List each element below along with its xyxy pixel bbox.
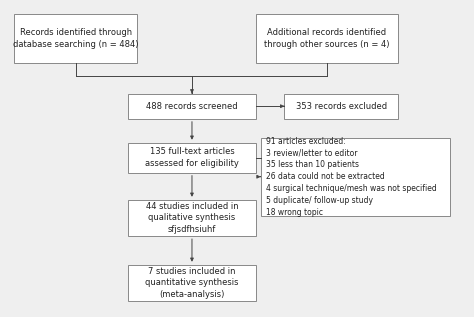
FancyBboxPatch shape xyxy=(128,265,256,301)
Text: Records identified through
database searching (n = 484): Records identified through database sear… xyxy=(13,29,138,49)
FancyBboxPatch shape xyxy=(284,94,398,119)
Text: 353 records excluded: 353 records excluded xyxy=(296,102,387,111)
FancyBboxPatch shape xyxy=(261,138,450,216)
Text: Additional records identified
through other sources (n = 4): Additional records identified through ot… xyxy=(264,29,390,49)
FancyBboxPatch shape xyxy=(128,94,256,119)
Text: 7 studies included in
quantitative synthesis
(meta-analysis): 7 studies included in quantitative synth… xyxy=(145,267,239,299)
FancyBboxPatch shape xyxy=(14,14,137,63)
FancyBboxPatch shape xyxy=(128,200,256,236)
Text: 135 full-text articles
assessed for eligibility: 135 full-text articles assessed for elig… xyxy=(145,147,239,168)
Text: 488 records screened: 488 records screened xyxy=(146,102,238,111)
FancyBboxPatch shape xyxy=(256,14,398,63)
Text: 44 studies included in
qualitative synthesis
sfjsdfhsiuhf: 44 studies included in qualitative synth… xyxy=(146,202,238,234)
Text: 91 articles excluded:
3 review/letter to editor
35 less than 10 patients
26 data: 91 articles excluded: 3 review/letter to… xyxy=(266,137,437,217)
FancyBboxPatch shape xyxy=(128,143,256,173)
